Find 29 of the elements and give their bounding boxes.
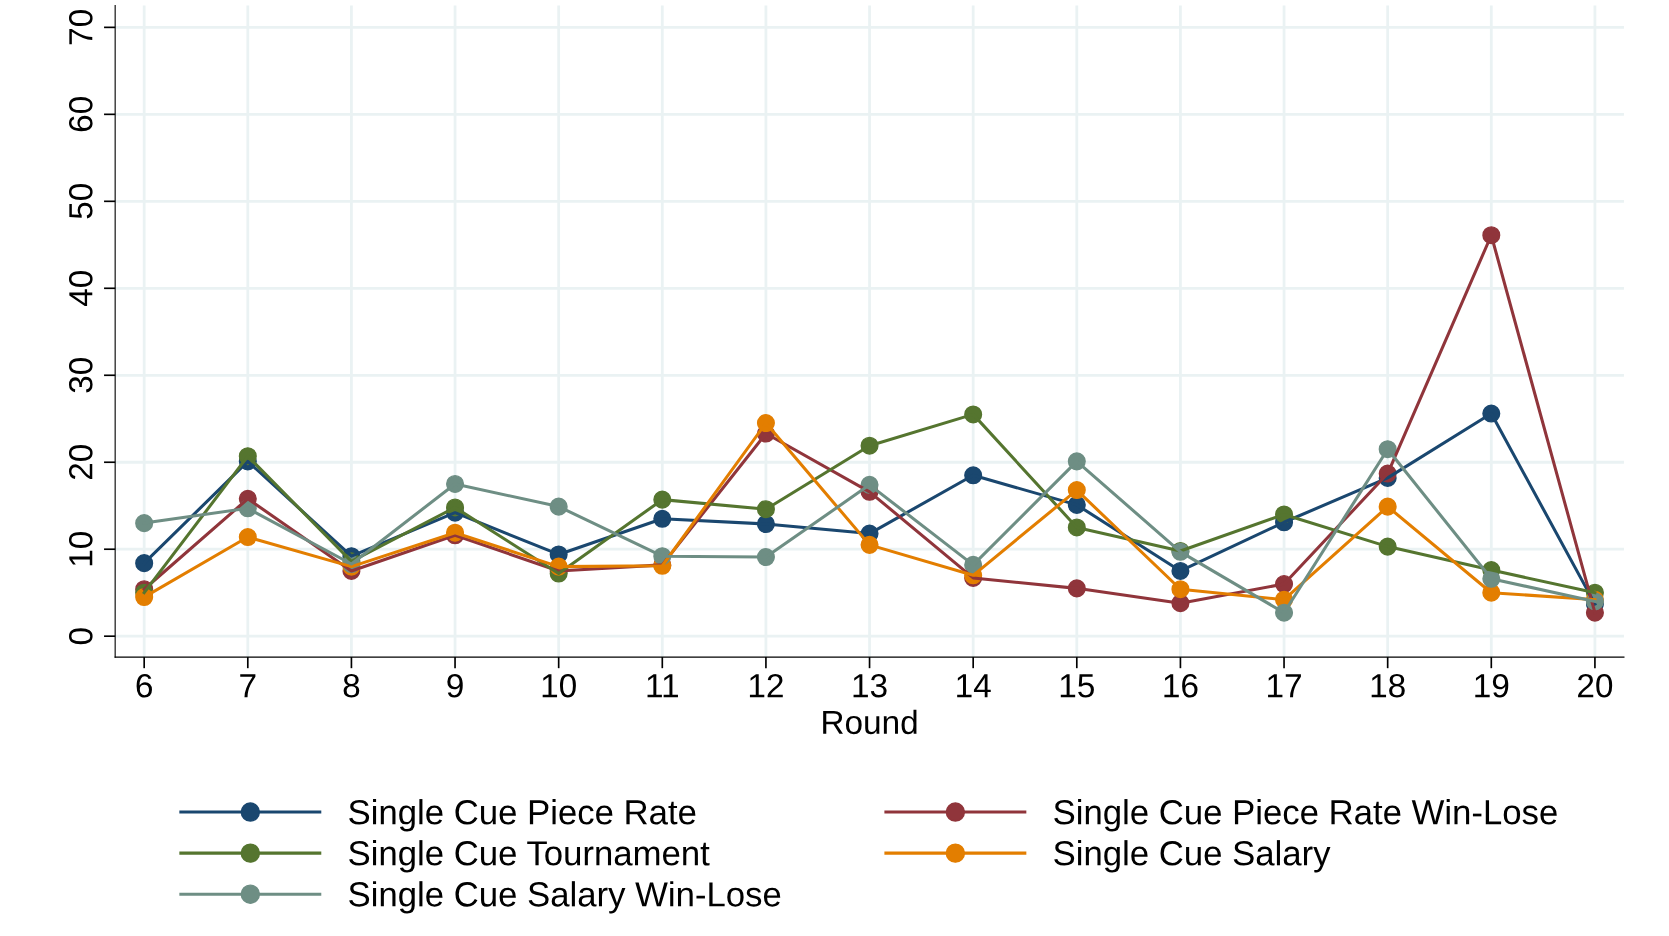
legend-label: Single Cue Piece Rate [349, 799, 696, 832]
x-tick-label: 18 [1371, 673, 1405, 698]
x-tick-label: 10 [542, 673, 576, 698]
legend-label: Single Cue Piece Rate Win-Lose [1054, 799, 1557, 832]
legend-label: Single Cue Tournament [349, 840, 710, 873]
x-tick-label: 13 [853, 673, 887, 698]
x-tick-label: 6 [136, 673, 152, 698]
x-tick-label: 20 [1578, 673, 1613, 698]
y-tick-label: 20 [69, 445, 93, 480]
x-tick-label: 17 [1268, 674, 1301, 698]
y-tick-label: 30 [69, 358, 93, 393]
x-tick-label: 9 [447, 673, 463, 698]
x-tick-label: 7 [240, 674, 256, 698]
x-tick-label: 14 [957, 674, 991, 698]
y-tick-label: 60 [69, 97, 93, 132]
x-tick-label: 19 [1475, 673, 1509, 698]
x-tick-label: 11 [647, 674, 678, 698]
x-tick-label: 12 [749, 673, 783, 698]
legend-label: Single Cue Salary [1054, 840, 1331, 873]
y-tick-label: 70 [69, 10, 93, 45]
y-tick-label: 40 [69, 271, 93, 307]
x-tick-label: 8 [343, 673, 360, 698]
x-tick-label: 16 [1164, 673, 1198, 698]
y-tick-label: 10 [69, 531, 93, 566]
legend-label: Single Cue Salary Win-Lose [349, 881, 781, 914]
y-tick-label: 0 [69, 628, 93, 645]
y-tick-label: 50 [69, 184, 93, 219]
x-tick-label: 15 [1060, 674, 1094, 698]
x-axis-title: Round [823, 709, 917, 735]
